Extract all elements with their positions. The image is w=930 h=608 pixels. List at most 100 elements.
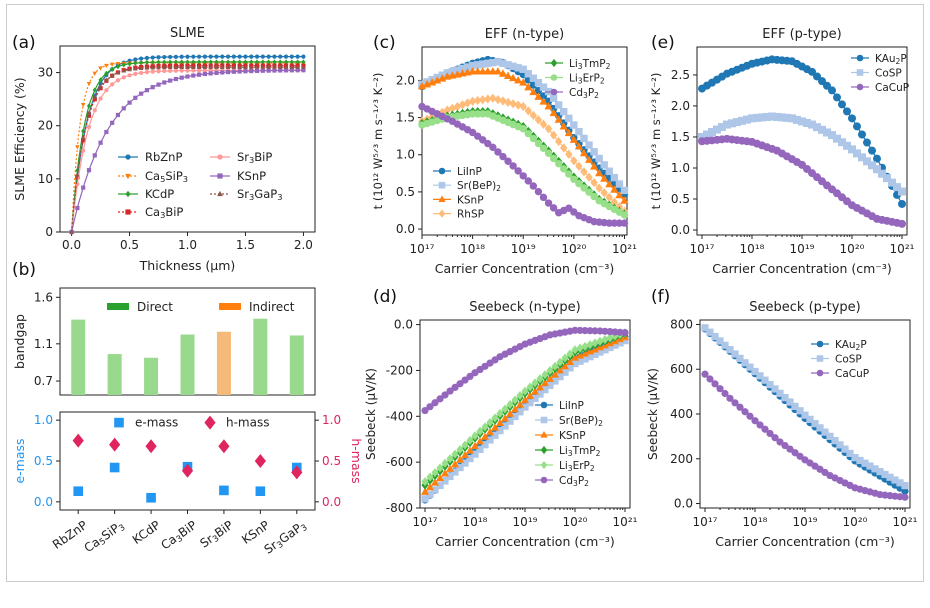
data-point	[254, 64, 260, 69]
data-point	[813, 123, 821, 132]
data-point	[190, 64, 196, 69]
y-tick-label: 400	[670, 407, 693, 421]
y-tick-label: 0.7	[34, 374, 53, 388]
data-point	[708, 128, 716, 137]
data-point	[484, 139, 492, 148]
data-point	[208, 54, 213, 59]
legend-swatch	[219, 303, 241, 310]
data-point	[741, 359, 749, 367]
legend-marker	[438, 167, 446, 175]
legend-marker	[540, 445, 548, 455]
data-point	[436, 463, 444, 473]
data-point	[421, 477, 429, 487]
axes-frame	[59, 411, 316, 511]
data-point	[426, 403, 434, 411]
data-point	[104, 129, 109, 135]
data-point	[519, 125, 527, 133]
legend-label: Li3ErP2	[559, 460, 595, 473]
data-point	[833, 93, 841, 102]
data-point	[179, 68, 184, 73]
data-point	[243, 59, 248, 65]
data-point	[168, 68, 173, 73]
x-tick-label: 10¹⁹	[790, 242, 815, 256]
data-point	[69, 229, 74, 234]
data-point	[531, 387, 539, 395]
y-tick-label: 0.5	[396, 185, 415, 199]
data-point	[150, 85, 155, 90]
data-point	[109, 462, 120, 473]
data-point	[104, 77, 109, 82]
data-point	[133, 71, 138, 76]
data-point	[301, 59, 306, 65]
data-point	[121, 75, 126, 80]
x-tick-label: 2.0	[294, 238, 313, 252]
data-point	[291, 465, 303, 480]
data-point	[586, 327, 594, 335]
x-tick-label: KCdP	[130, 518, 163, 547]
data-point	[86, 82, 92, 87]
data-point	[783, 113, 791, 122]
data-point	[808, 67, 816, 76]
data-point	[196, 72, 202, 77]
data-point	[185, 64, 190, 69]
data-point	[473, 95, 482, 106]
data-point	[596, 348, 604, 356]
data-point	[289, 68, 294, 73]
data-point	[156, 65, 161, 70]
data-point	[254, 54, 260, 59]
data-point	[516, 391, 524, 401]
data-point	[98, 84, 103, 89]
data-point	[901, 487, 909, 495]
data-point	[584, 155, 594, 163]
bandgap-chart: 0.7 1.1 1.6 bandgap Direct Indirect	[12, 287, 316, 396]
legend-label: Sr(BeP)2	[559, 415, 603, 428]
data-point	[461, 459, 469, 467]
data-point	[716, 337, 724, 345]
data-point	[768, 112, 776, 121]
data-point	[144, 70, 150, 75]
data-point	[560, 107, 568, 116]
data-point	[620, 219, 629, 227]
data-point	[586, 340, 594, 350]
data-point	[539, 97, 548, 105]
y-tick-label: 0.0	[674, 497, 693, 511]
data-point	[556, 366, 564, 374]
data-point	[499, 59, 507, 68]
legend-label: Li3TmP2	[569, 58, 611, 71]
data-point	[575, 179, 583, 188]
legend-label: Cd3P2	[569, 87, 599, 100]
data-point	[504, 61, 512, 69]
data-point	[601, 346, 609, 354]
data-point	[544, 102, 553, 110]
legend-marker	[125, 190, 131, 198]
chart-title: Seebeck (p-type)	[749, 300, 860, 315]
legend-marker	[540, 431, 548, 438]
legend-label: h-mass	[226, 416, 269, 430]
data-point	[104, 63, 109, 69]
data-point	[575, 161, 583, 171]
data-point	[590, 148, 598, 156]
data-point	[808, 120, 816, 129]
y-tick-label-left: 0.5	[34, 454, 53, 468]
data-point	[866, 462, 874, 470]
data-point	[301, 68, 306, 73]
data-point	[539, 119, 548, 129]
bar	[180, 334, 195, 395]
data-point	[600, 161, 608, 169]
data-point	[466, 446, 474, 454]
data-point	[451, 468, 459, 476]
data-point	[173, 54, 179, 59]
data-point	[823, 81, 831, 90]
data-point	[237, 64, 242, 69]
data-point	[104, 70, 109, 76]
data-point	[219, 64, 225, 69]
data-point	[446, 472, 454, 481]
legend-label: Sr(BeP)2	[457, 180, 501, 193]
x-tick-label: 10²¹	[612, 242, 637, 256]
legend-label: CaCuP	[835, 368, 869, 380]
data-point	[554, 159, 563, 168]
data-point	[81, 148, 86, 153]
data-point	[831, 437, 839, 445]
data-point	[565, 170, 573, 178]
legend-marker	[125, 173, 131, 180]
